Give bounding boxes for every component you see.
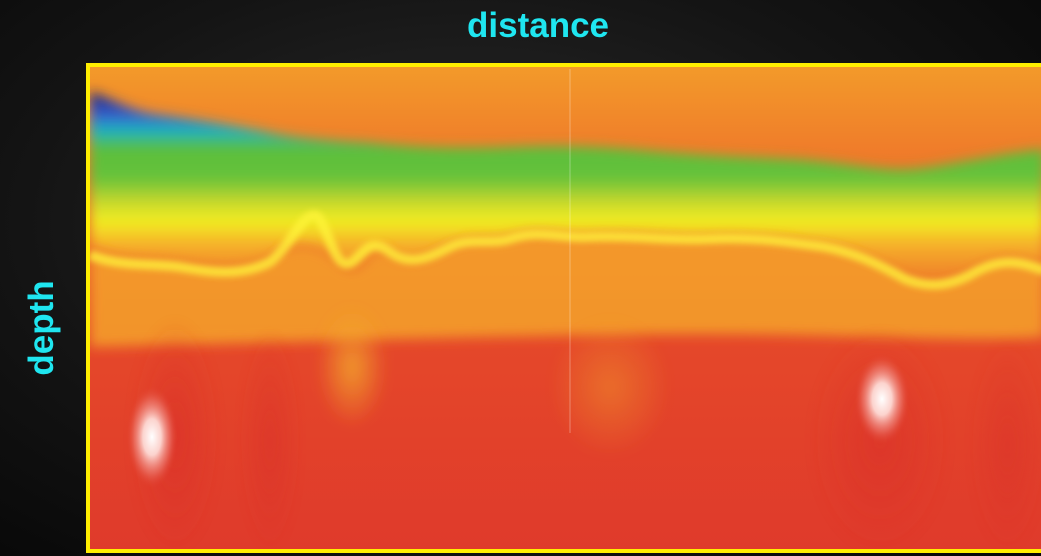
heatmap-frame (86, 63, 1041, 553)
heatmap-red-column (970, 337, 1041, 549)
heatmap-yellow-contour (90, 210, 1041, 290)
heatmap-plot (90, 67, 1041, 549)
heatmap-warm-blob (317, 307, 387, 427)
heatmap-hot-spot (854, 353, 910, 445)
heatmap-red-column (240, 327, 300, 549)
x-axis-label: distance (467, 6, 609, 45)
heatmap-orange-layer (90, 232, 1041, 347)
heatmap-hot-spot (126, 385, 178, 489)
heatmap-warm-blob (550, 317, 670, 457)
y-axis-label: depth (22, 280, 61, 376)
